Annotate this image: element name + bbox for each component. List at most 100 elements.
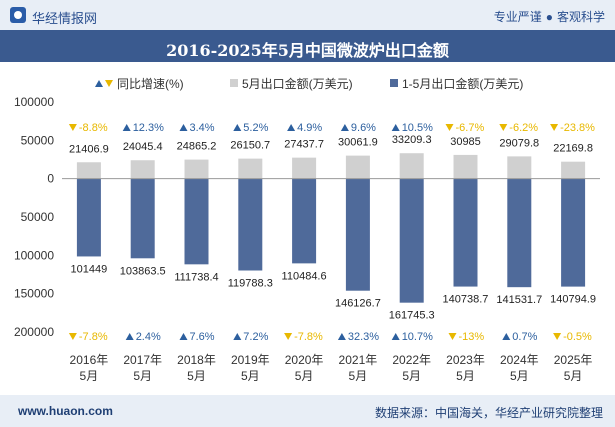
title-bar: 2016-2025年5月中国微波炉出口金额 [0,30,615,62]
growth-up-icon [391,333,400,340]
growth-label-may: -6.2% [509,122,538,134]
y-tick-label: 50000 [21,210,55,224]
bar-ytd [507,178,532,288]
value-label-may: 21406.9 [69,143,109,155]
x-tick-label-month: 5月 [564,369,583,383]
value-label-ytd: 119788.3 [228,278,273,290]
bar-may [76,162,101,179]
value-label-ytd: 103863.5 [120,265,166,277]
bar-may [184,159,209,179]
x-tick-label-month: 5月 [510,369,529,383]
growth-label-ytd: 0.7% [512,331,537,343]
x-tick-label-month: 5月 [133,369,152,383]
bar-ytd [345,178,370,291]
growth-up-icon [179,333,188,340]
bar-may [561,161,586,179]
growth-label-may: -6.7% [456,122,485,134]
growth-label-may: 5.2% [243,122,268,134]
bar-may [507,156,532,179]
growth-down-icon [448,333,457,340]
value-label-ytd: 111738.4 [174,271,218,283]
bar-may [130,160,155,179]
x-tick-label-year: 2021年 [339,353,378,367]
x-tick-label-month: 5月 [187,369,206,383]
x-tick-label-month: 5月 [295,369,314,383]
growth-label-ytd: -13% [459,331,485,343]
legend-up-triangle-icon [95,80,103,87]
footer-bar: www.huaon.com 数据来源：中国海关，华经产业研究院整理 [0,395,615,427]
growth-label-may: 10.5% [402,122,433,134]
chart-title: 2016-2025年5月中国微波炉出口金额 [166,41,449,60]
legend-label-growth: 同比增速(%) [117,77,184,91]
growth-down-icon [499,124,508,131]
growth-up-icon [337,333,346,340]
growth-label-ytd: -7.8% [294,331,323,343]
x-tick-label-month: 5月 [402,369,421,383]
y-tick-label: 100000 [14,95,54,109]
growth-label-ytd: 7.6% [190,331,215,343]
bar-ytd [292,178,317,264]
growth-down-icon [445,124,454,131]
x-tick-label-year: 2023年 [446,353,485,367]
growth-down-icon [68,333,77,340]
tagline: 专业严谨 ● 客观科学 [494,8,605,25]
growth-label-ytd: -7.8% [79,331,108,343]
x-tick-label-year: 2020年 [285,353,324,367]
value-label-may: 24045.4 [123,141,163,153]
y-tick-label: 200000 [14,325,54,339]
legend-label-may: 5月出口金额(万美元) [242,76,353,91]
bar-may [345,155,370,179]
growth-down-icon [68,124,77,131]
tagline-right: 客观科学 [556,10,605,24]
legend-label-ytd: 1-5月出口金额(万美元) [402,76,523,91]
value-label-may: 27437.7 [284,139,324,151]
x-tick-label-year: 2018年 [177,353,216,367]
growth-down-icon [550,124,559,131]
growth-up-icon [122,124,131,131]
x-tick-label-month: 5月 [349,369,368,383]
x-tick-label-month: 5月 [241,369,260,383]
growth-label-ytd: 2.4% [136,331,161,343]
value-label-ytd: 140738.7 [443,294,489,306]
growth-up-icon [391,124,400,131]
growth-label-may: 3.4% [190,122,215,134]
top-banner: 华经情报网 专业严谨 ● 客观科学 [0,0,615,30]
x-tick-label-year: 2019年 [231,353,270,367]
growth-up-icon [233,333,242,340]
growth-label-ytd: 10.7% [402,331,433,343]
bar-ytd [399,178,424,303]
x-tick-label-month: 5月 [456,369,475,383]
growth-up-icon [179,124,188,131]
tagline-left: 专业严谨 [493,10,542,24]
value-label-may: 26150.7 [230,140,270,152]
y-tick-label: 150000 [14,287,54,301]
value-label-may: 30061.9 [338,137,378,149]
value-label-may: 24865.2 [177,141,217,153]
value-label-ytd: 140794.9 [550,294,596,306]
bar-ytd [130,178,155,259]
bar-ytd [76,178,101,257]
growth-label-ytd: 32.3% [348,331,379,343]
dot-separator-icon: ● [545,10,553,24]
value-label-ytd: 146126.7 [335,298,381,310]
bar-ytd [453,178,478,287]
growth-label-may: -23.8% [560,122,595,134]
legend-swatch-may [230,79,238,87]
bar-may [399,153,424,179]
site-url: www.huaon.com [18,404,113,418]
bar-ytd [561,178,586,287]
x-tick-label-year: 2025年 [554,353,593,367]
bar-may [453,154,478,179]
growth-label-may: -8.8% [79,122,108,134]
x-tick-label-year: 2024年 [500,353,539,367]
value-label-ytd: 101449 [71,263,108,275]
bar-ytd [184,178,209,265]
value-label-may: 33209.3 [392,134,432,146]
y-tick-label: 0 [47,172,54,186]
x-tick-label-year: 2022年 [392,353,431,367]
legend-swatch-ytd [390,79,398,87]
brand-name: 华经情报网 [32,11,98,26]
value-label-may: 30985 [450,136,481,148]
x-tick-label-month: 5月 [80,369,99,383]
